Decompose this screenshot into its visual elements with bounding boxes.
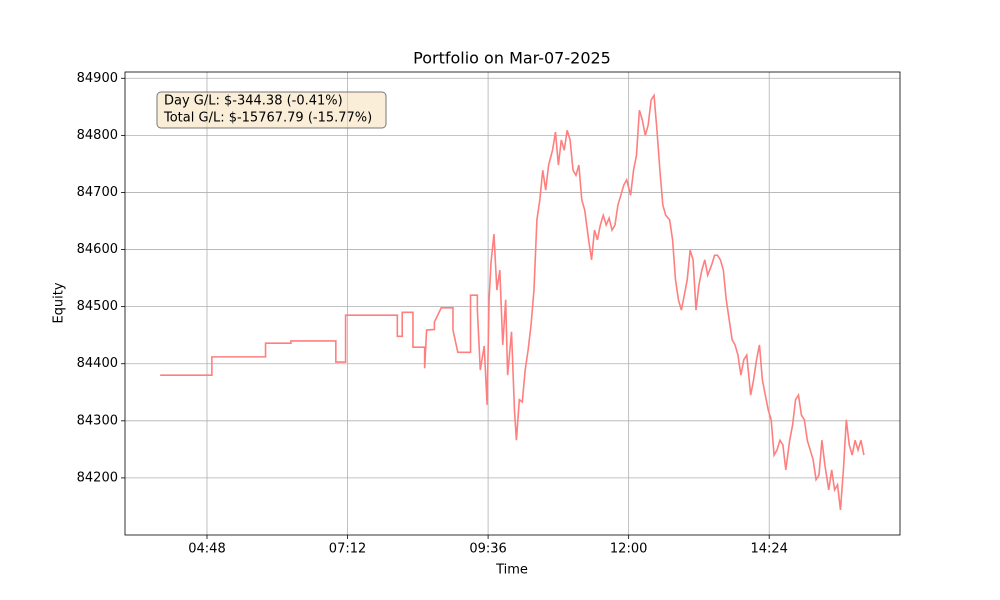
x-tick-label: 14:24 (750, 542, 787, 557)
annotation-background (156, 91, 387, 129)
y-tick-label: 84700 (77, 185, 118, 200)
chart-title: Portfolio on Mar-07-2025 (413, 49, 611, 68)
annotation-box: Day G/L: $-344.38 (-0.41%) Total G/L: $-1… (156, 91, 387, 129)
y-tick-label: 84600 (77, 242, 118, 257)
y-axis-label: Equity (52, 282, 67, 323)
y-tick-label: 84900 (77, 71, 118, 86)
y-tick-label: 84500 (77, 299, 118, 314)
annotation-text: Day G/L: $-344.38 (-0.41%) (164, 94, 343, 109)
y-tick-label: 84200 (77, 470, 118, 485)
y-tick-label: 84400 (77, 356, 118, 371)
x-tick-label: 07:12 (329, 542, 366, 557)
y-tick-label: 84800 (77, 128, 118, 143)
y-tick-label: 84300 (77, 413, 118, 428)
equity-line (160, 92, 865, 510)
plot-frame (124, 71, 901, 536)
x-tick-label: 12:00 (610, 542, 647, 557)
annotation-text: Total G/L: $-15767.79 (-15.77%) (163, 111, 372, 126)
x-tick-label: 04:48 (188, 542, 225, 557)
x-tick-label: 09:36 (469, 542, 506, 557)
x-axis-label: Time (495, 563, 528, 578)
